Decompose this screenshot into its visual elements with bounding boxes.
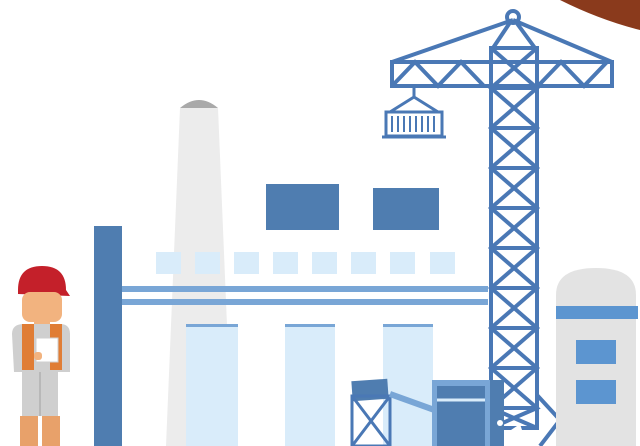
helmet <box>18 266 70 296</box>
hanging-container <box>382 95 446 139</box>
factory-beam-upper <box>122 286 488 292</box>
roof-block-right <box>373 188 439 230</box>
silo <box>556 268 638 446</box>
factory-pillar <box>94 226 122 446</box>
machine <box>432 380 524 446</box>
worker <box>12 266 70 446</box>
factory-beam-lower <box>122 299 488 305</box>
factory-tall-windows <box>186 324 433 446</box>
corner-decoration <box>560 0 640 30</box>
conveyor <box>350 378 442 446</box>
worker-head <box>22 292 62 322</box>
factory-building <box>94 184 488 446</box>
roof-block-left <box>266 184 339 230</box>
factory-window-strip <box>156 252 455 274</box>
